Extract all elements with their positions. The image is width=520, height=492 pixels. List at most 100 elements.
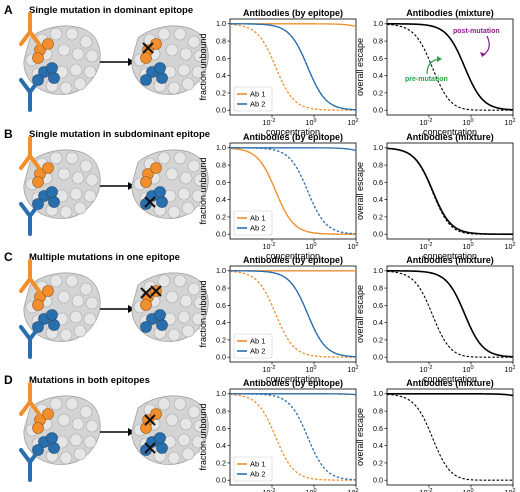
mixture-ytick-label: 0.4 [373, 441, 383, 450]
series-line-ab2-solid [230, 147, 357, 152]
antibody-2 [19, 325, 41, 359]
y-axis-label: fraction unbound [198, 157, 208, 224]
chart-by-epitope: Antibodies (by epitope) 0.0 0.2 0.4 0.6 0.8 1.… [198, 8, 359, 137]
protein-after [131, 149, 209, 219]
mixture-ytick-label: 1.0 [373, 389, 383, 398]
by-epitope-ytick-label: 0.6 [216, 54, 226, 63]
mixture-xtick-label: 10-2 [420, 365, 433, 374]
mutation-cross [142, 42, 154, 54]
row-d: D Mutations in both epitopes Antibodies (b… [4, 373, 516, 492]
by-epitope-ytick-label: 0.2 [216, 458, 226, 467]
y-axis-label: fraction unbound [198, 403, 208, 470]
mixture-xtick-label: 10-2 [420, 488, 433, 492]
y-axis-label: overall escape [355, 408, 365, 466]
mixture-xtick-label: 100 [462, 118, 473, 127]
panel-letter: D [4, 373, 13, 387]
chart-by-epitope: Antibodies (by epitope) 0.0 0.2 0.4 0.6 0.8 1.… [198, 132, 359, 261]
by-epitope-ytick-label: 0.0 [216, 230, 226, 239]
legend: Ab 1Ab 2 [233, 210, 273, 236]
structure-cartoon [19, 136, 209, 236]
chart-title: Antibodies (by epitope) [243, 8, 343, 18]
mixture-ytick-label: 0.2 [373, 212, 383, 221]
row-title: Multiple mutations in one epitope [29, 252, 180, 263]
mutation-cross [140, 287, 152, 299]
legend: Ab 1Ab 2 [233, 456, 273, 482]
mixture-line-dashed [386, 147, 513, 235]
by-epitope-xtick-label: 102 [347, 242, 358, 251]
by-epitope-xtick-label: 10-2 [263, 242, 276, 251]
by-epitope-axes-frame [229, 388, 357, 486]
series-line-ab1-solid [229, 147, 356, 235]
mixture-axes-frame [386, 265, 514, 363]
series-line-ab2-solid [230, 23, 357, 111]
annotation-arrow-post [482, 35, 490, 56]
by-epitope-ytick-label: 0.8 [216, 36, 226, 45]
y-axis-label: fraction unbound [198, 33, 208, 100]
row-title: Mutations in both epitopes [29, 375, 150, 386]
by-epitope-ytick-label: 0.0 [216, 353, 226, 362]
chart-mixture: Antibodies (mixture) 0.0 0.2 0.4 0.6 0.8 1.0 10… [355, 255, 516, 384]
by-epitope-xtick-label: 100 [305, 118, 316, 127]
legend-label: Ab 2 [250, 224, 265, 233]
by-epitope-ytick-label: 1.0 [216, 389, 226, 398]
annotation-arrowhead-post [480, 52, 486, 57]
by-epitope-xtick-label: 10-2 [263, 118, 276, 127]
mixture-ytick-label: 0.8 [373, 283, 383, 292]
series-line-ab2-solid [230, 393, 357, 396]
x-axis-label: concentration [266, 251, 320, 261]
by-epitope-xtick-label: 102 [347, 488, 358, 492]
row-title: Single mutation in dominant epitope [29, 5, 193, 16]
legend-label: Ab 2 [250, 347, 265, 356]
chart-title: Antibodies (mixture) [406, 132, 494, 142]
legend-label: Ab 2 [250, 100, 265, 109]
by-epitope-xtick-label: 10-2 [263, 488, 276, 492]
annotation-pre-mutation: pre-mutation [405, 76, 448, 83]
legend-box [233, 210, 273, 236]
series-line-ab1-dashed [229, 270, 356, 358]
mixture-line-dashed [386, 23, 513, 111]
by-epitope-xtick-label: 100 [305, 365, 316, 374]
chart-mixture: Antibodies (mixture) 0.0 0.2 0.4 0.6 0.8 1.0 10… [355, 132, 516, 261]
mixture-ytick-label: 1.0 [373, 19, 383, 28]
mixture-ytick-label: 0.2 [373, 458, 383, 467]
mixture-ytick-label: 0.4 [373, 195, 383, 204]
y-axis-label: overall escape [355, 162, 365, 220]
by-epitope-axes-frame [229, 142, 357, 240]
by-epitope-ytick-label: 1.0 [216, 143, 226, 152]
annotation-post-mutation: post-mutation [453, 28, 500, 35]
mixture-line-solid [387, 23, 514, 111]
mixture-xtick-label: 100 [462, 488, 473, 492]
series-line-ab2-dashed [230, 393, 357, 481]
by-epitope-xtick-label: 102 [347, 118, 358, 127]
legend-box [233, 456, 273, 482]
mixture-ytick-label: 0.2 [373, 335, 383, 344]
x-axis-label: concentration [423, 374, 477, 384]
y-axis-label: fraction unbound [198, 280, 208, 347]
antibody-2 [19, 202, 41, 236]
by-epitope-ytick-label: 0.4 [216, 195, 226, 204]
protein-after [131, 272, 209, 342]
mixture-line-solid [387, 393, 514, 397]
by-epitope-xtick-label: 100 [305, 242, 316, 251]
mixture-axes-frame [386, 142, 514, 240]
mutation-cross [150, 285, 162, 297]
structure-cartoon [19, 259, 209, 359]
by-epitope-ytick-label: 1.0 [216, 266, 226, 275]
protein-before [23, 272, 101, 342]
legend-box [233, 333, 273, 359]
chart-by-epitope: Antibodies (by epitope) 0.0 0.2 0.4 0.6 0.8 1.… [198, 255, 359, 384]
protein-before [23, 149, 101, 219]
mixture-ytick-label: 0.4 [373, 318, 383, 327]
mixture-xtick-label: 100 [462, 365, 473, 374]
panel-letter: A [4, 3, 13, 17]
by-epitope-xtick-label: 100 [305, 488, 316, 492]
x-axis-label: concentration [423, 127, 477, 137]
chart-title: Antibodies (mixture) [406, 8, 494, 18]
legend-label: Ab 1 [250, 214, 265, 223]
by-epitope-ytick-label: 0.2 [216, 335, 226, 344]
by-epitope-ytick-label: 0.0 [216, 476, 226, 485]
mixture-ytick-label: 0.8 [373, 160, 383, 169]
mixture-ytick-label: 0.0 [373, 476, 383, 485]
protein-after [131, 25, 209, 95]
mixture-ytick-label: 0.6 [373, 54, 383, 63]
